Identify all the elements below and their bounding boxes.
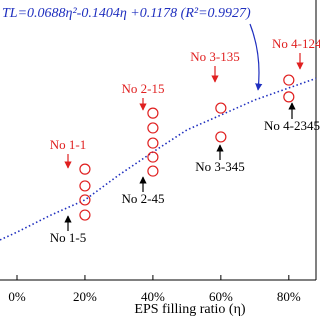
data-point [79, 180, 91, 192]
annotation: No 2-45 [122, 191, 165, 206]
x-axis-label: EPS filling ratio (η) [134, 302, 245, 317]
equation-arrow [249, 23, 263, 91]
data-point [215, 131, 227, 143]
data-point [147, 165, 159, 177]
annotation: No 1-5 [50, 230, 86, 245]
data-point [283, 91, 295, 103]
data-point [79, 194, 91, 206]
x-tick-label: 20% [73, 289, 97, 304]
annotation: No 1-1 [50, 137, 86, 152]
annotation: No 2-15 [122, 81, 165, 96]
data-point [79, 209, 91, 221]
data-point [79, 163, 91, 175]
data-point [147, 122, 159, 134]
x-tick-label: 60% [209, 289, 233, 304]
annotation: No 3-135 [190, 49, 239, 64]
annotation: No 3-345 [195, 159, 244, 174]
data-point [147, 137, 159, 149]
data-point [147, 107, 159, 119]
data-point [147, 151, 159, 163]
equation: TL=0.0688η²-0.1404η +0.1178 (R²=0.9927) [2, 6, 251, 21]
x-tick-label: 40% [141, 289, 165, 304]
annotation: No 4-2345 [264, 118, 320, 133]
x-tick-label: 80% [277, 289, 301, 304]
x-tick-label: 0% [8, 289, 26, 304]
data-point [215, 102, 227, 114]
data-point [283, 74, 295, 86]
annotation: No 4-1245 [272, 36, 320, 51]
